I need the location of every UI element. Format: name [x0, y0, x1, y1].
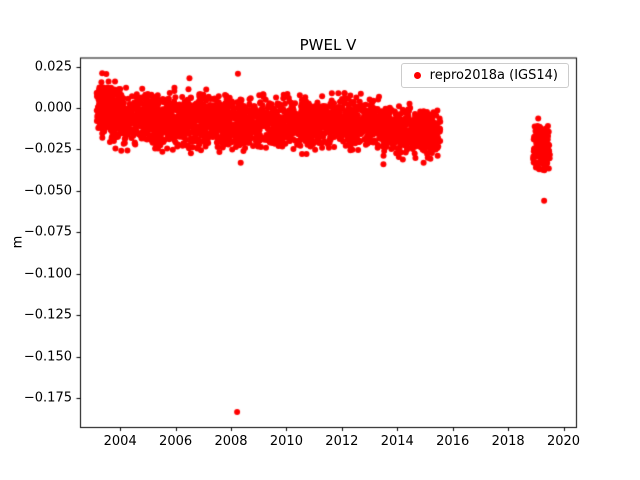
x-tick-label: 2010 — [269, 434, 303, 449]
legend-label: repro2018a (IGS14) — [429, 68, 558, 83]
x-tick-label: 2008 — [214, 434, 248, 449]
x-tick-label: 2012 — [325, 434, 359, 449]
y-tick-label: 0.025 — [34, 59, 72, 75]
y-tick-label: −0.025 — [23, 141, 72, 157]
x-tick-label: 2018 — [491, 434, 525, 449]
y-tick-label: 0.000 — [34, 100, 72, 116]
legend: repro2018a (IGS14) — [400, 63, 569, 88]
legend-red-dot-icon — [413, 72, 421, 79]
x-tick-label: 2016 — [436, 434, 470, 449]
y-tick-label: −0.125 — [23, 307, 72, 323]
x-tick-label: 2020 — [546, 434, 581, 449]
x-tick-label: 2004 — [103, 434, 137, 449]
y-tick-label: −0.100 — [23, 266, 72, 282]
y-tick-label: −0.175 — [23, 390, 72, 406]
x-tick-label: 2014 — [380, 434, 414, 449]
chart-title: PWEL V — [299, 36, 357, 54]
y-tick-label: −0.050 — [23, 183, 72, 199]
y-tick-label: −0.075 — [23, 224, 72, 240]
y-tick-label: −0.150 — [23, 349, 72, 365]
x-tick-label: 2006 — [159, 434, 193, 449]
